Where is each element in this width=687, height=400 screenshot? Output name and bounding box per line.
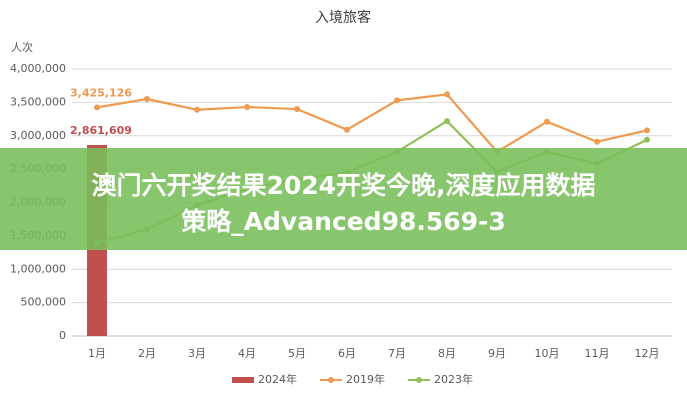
legend-swatch xyxy=(416,377,422,383)
point xyxy=(94,104,100,111)
line xyxy=(96,93,648,154)
point xyxy=(594,138,600,145)
x-tick-label: 10月 xyxy=(535,347,560,360)
x-tick-label: 4月 xyxy=(238,347,256,360)
x-tick-label: 6月 xyxy=(338,347,356,360)
x-tick-label: 11月 xyxy=(585,347,610,360)
y-tick-label: 3,500,000 xyxy=(10,95,66,108)
legend-label: 2023年 xyxy=(434,372,473,386)
point xyxy=(294,106,300,113)
x-tick-label: 5月 xyxy=(288,347,306,360)
point xyxy=(344,126,350,133)
point xyxy=(644,136,650,143)
x-tick-label: 3月 xyxy=(188,347,206,360)
data-label: 2,861,609 xyxy=(70,124,132,137)
chart-title: 入境旅客 xyxy=(315,9,371,26)
point xyxy=(644,127,650,134)
x-tick-label: 1月 xyxy=(88,347,106,360)
y-tick-label: 3,000,000 xyxy=(10,129,66,142)
x-tick-label: 7月 xyxy=(388,347,406,360)
legend-swatch xyxy=(328,377,334,383)
legend-label: 2019年 xyxy=(346,372,385,386)
data-label: 3,425,126 xyxy=(70,86,132,99)
legend-label: 2024年 xyxy=(258,372,297,386)
y-axis-label: 人次 xyxy=(11,40,33,54)
point xyxy=(194,106,200,113)
y-tick-label: 1,000,000 xyxy=(10,262,66,275)
point xyxy=(444,91,450,98)
banner-line: 澳门六开奖结果2024开奖今晚,深度应用数据 xyxy=(91,171,596,200)
x-tick-label: 9月 xyxy=(488,347,506,360)
y-tick-label: 500,000 xyxy=(21,296,67,309)
banner-line: 策略_Advanced98.569-3 xyxy=(181,207,506,236)
point xyxy=(444,118,450,125)
y-tick-label: 0 xyxy=(59,329,66,342)
y-tick-label: 4,000,000 xyxy=(10,62,66,75)
point xyxy=(144,96,150,103)
legend-swatch xyxy=(232,377,254,383)
overlay-banner: 澳门六开奖结果2024开奖今晚,深度应用数据 策略_Advanced98.569… xyxy=(0,148,687,250)
x-tick-label: 8月 xyxy=(438,347,456,360)
point xyxy=(244,104,250,111)
x-tick-label: 12月 xyxy=(635,347,660,360)
point xyxy=(544,118,550,125)
point xyxy=(394,97,400,104)
x-tick-label: 2月 xyxy=(138,347,156,360)
